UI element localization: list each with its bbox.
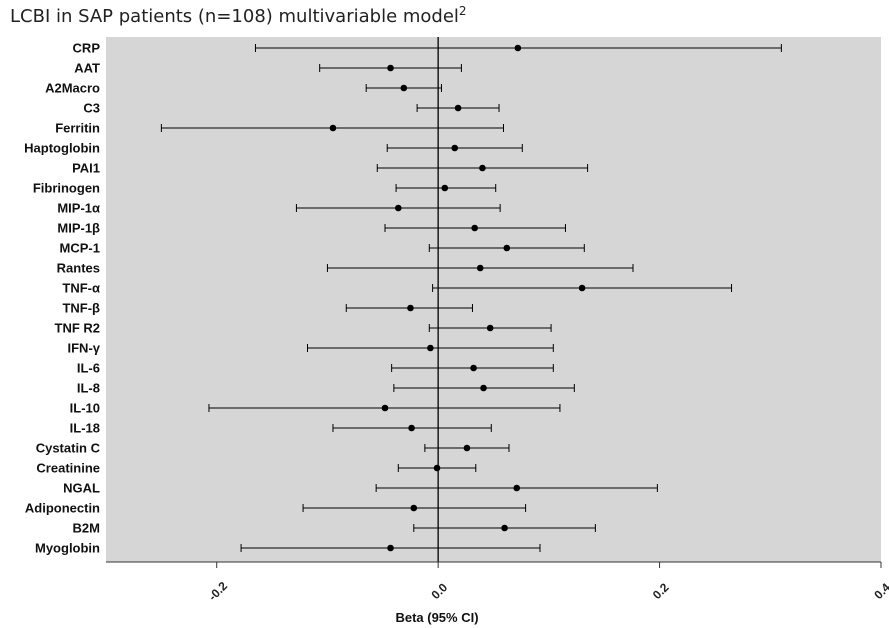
estimate-point bbox=[513, 484, 521, 492]
row-label: Rantes bbox=[57, 261, 100, 276]
chart-title-superscript: 2 bbox=[458, 4, 467, 18]
estimate-point bbox=[408, 424, 415, 432]
estimate-point bbox=[578, 284, 586, 292]
row-label: TNF R2 bbox=[55, 321, 101, 336]
row-label: IL-18 bbox=[70, 421, 100, 436]
forest-row: TNF R2 bbox=[55, 321, 552, 336]
forest-row: IL-10 bbox=[70, 401, 561, 416]
forest-row: PAI1 bbox=[72, 161, 589, 176]
row-label: AAT bbox=[74, 61, 100, 76]
forest-row: Haptoglobin bbox=[24, 141, 523, 156]
row-label: IL-6 bbox=[77, 361, 100, 376]
estimate-point bbox=[427, 344, 434, 352]
estimate-point bbox=[463, 444, 471, 452]
estimate-point bbox=[486, 324, 494, 332]
estimate-point bbox=[433, 464, 441, 472]
estimate-point bbox=[471, 224, 478, 232]
row-label: TNF-β bbox=[62, 301, 100, 316]
x-tick-label: -0.2 bbox=[206, 579, 231, 604]
estimate-point bbox=[387, 544, 394, 552]
forest-row: MIP-1β bbox=[57, 221, 566, 236]
row-label: TNF-α bbox=[62, 281, 100, 296]
forest-row: IFN-γ bbox=[68, 341, 554, 356]
row-label: Adiponectin bbox=[25, 501, 100, 516]
estimate-point bbox=[394, 204, 402, 212]
forest-row: C3 bbox=[83, 101, 500, 116]
forest-row: MIP-1α bbox=[57, 201, 501, 216]
forest-row: IL-6 bbox=[77, 361, 554, 376]
row-label: MIP-1α bbox=[57, 201, 100, 216]
row-label: MCP-1 bbox=[60, 241, 100, 256]
x-tick-label: 0.2 bbox=[650, 580, 672, 602]
forest-row: IL-18 bbox=[70, 421, 492, 436]
estimate-point bbox=[476, 264, 484, 272]
row-label: IL-8 bbox=[77, 381, 100, 396]
row-label: Ferritin bbox=[55, 121, 100, 136]
row-label: B2M bbox=[73, 521, 100, 536]
row-label: MIP-1β bbox=[57, 221, 100, 236]
estimate-point bbox=[479, 164, 486, 172]
row-label: Myoglobin bbox=[35, 541, 100, 556]
row-label: PAI1 bbox=[72, 161, 100, 176]
forest-row: TNF-α bbox=[62, 281, 733, 296]
row-label: C3 bbox=[83, 101, 100, 116]
row-label: NGAL bbox=[63, 481, 100, 496]
forest-row: MCP-1 bbox=[60, 241, 585, 256]
estimate-point bbox=[400, 84, 408, 92]
row-label: IFN-γ bbox=[68, 341, 101, 356]
estimate-point bbox=[501, 524, 508, 532]
forest-rows: CRP AAT A2Macro C3 Ferritin Haptoglobin PAI1 Fi… bbox=[24, 37, 782, 562]
forest-row: A2Macro bbox=[45, 81, 442, 96]
estimate-point bbox=[381, 404, 389, 412]
estimate-point bbox=[480, 384, 487, 392]
estimate-point bbox=[451, 144, 459, 152]
row-label: IL-10 bbox=[70, 401, 100, 416]
forest-row: TNF-β bbox=[62, 301, 473, 316]
row-label: A2Macro bbox=[45, 81, 100, 96]
row-label: Fibrinogen bbox=[33, 181, 100, 196]
row-label: Cystatin C bbox=[36, 441, 101, 456]
row-label: CRP bbox=[73, 41, 101, 56]
x-tick-label: 0.4 bbox=[871, 580, 889, 602]
estimate-point bbox=[503, 244, 511, 252]
forest-row: Adiponectin bbox=[25, 501, 527, 516]
forest-row: Rantes bbox=[57, 261, 634, 276]
x-axis: -0.2 0.0 0.2 0.4 bbox=[106, 561, 889, 604]
forest-row: AAT bbox=[74, 61, 462, 76]
forest-row: Myoglobin bbox=[35, 541, 541, 556]
estimate-point bbox=[407, 304, 414, 312]
forest-row: IL-8 bbox=[77, 381, 575, 396]
forest-row: Ferritin bbox=[55, 121, 504, 136]
row-label: Creatinine bbox=[36, 461, 100, 476]
estimate-point bbox=[441, 184, 449, 192]
forest-row: Cystatin C bbox=[36, 441, 510, 456]
estimate-point bbox=[514, 44, 522, 52]
chart-title-text: LCBI in SAP patients (n=108) multivariab… bbox=[10, 6, 459, 27]
plot-area bbox=[106, 37, 881, 562]
forest-row: NGAL bbox=[63, 481, 658, 496]
forest-row: Fibrinogen bbox=[33, 181, 497, 196]
estimate-point bbox=[454, 104, 462, 112]
forest-row: Creatinine bbox=[36, 461, 477, 476]
estimate-point bbox=[470, 364, 477, 372]
forest-row: B2M bbox=[73, 521, 596, 536]
x-tick-label: 0.0 bbox=[428, 580, 450, 602]
estimate-point bbox=[329, 124, 337, 132]
row-label: Haptoglobin bbox=[24, 141, 100, 156]
estimate-point bbox=[387, 64, 394, 72]
estimate-point bbox=[410, 504, 418, 512]
forest-row: CRP bbox=[73, 41, 782, 56]
x-axis-label: Beta (95% CI) bbox=[395, 610, 478, 625]
chart-title: LCBI in SAP patients (n=108) multivariab… bbox=[10, 4, 467, 27]
